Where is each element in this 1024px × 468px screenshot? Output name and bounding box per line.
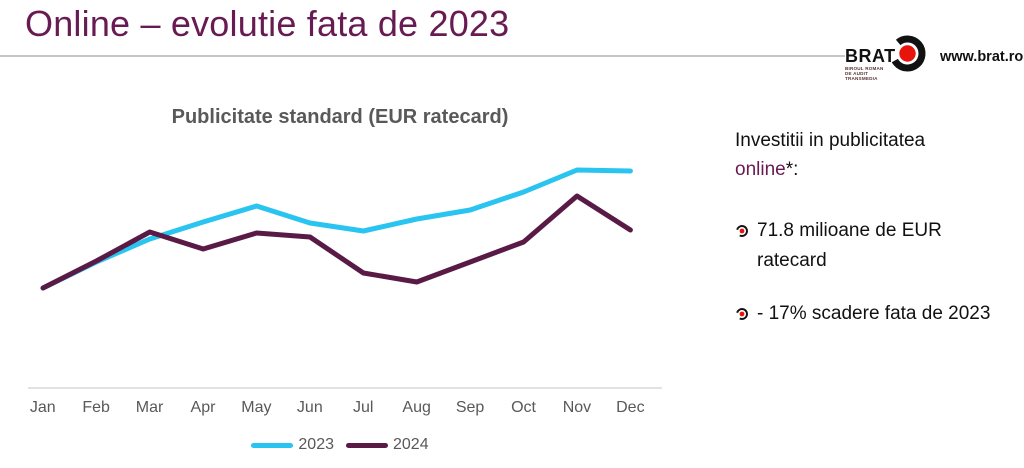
panel-heading-line2: online*: <box>735 155 1020 184</box>
x-axis-label: Jun <box>296 399 323 416</box>
x-axis-label: Apr <box>190 399 216 416</box>
brat-url: www.brat.ro <box>940 49 1024 65</box>
panel-heading-accent: online <box>735 159 786 180</box>
legend-item-2024: 2024 <box>346 436 429 454</box>
brat-logo-subtitle-line: BIROUL ROMAN <box>845 66 884 71</box>
panel-heading-suffix: *: <box>785 159 799 180</box>
bullet-list: 71.8 milioane de EUR ratecard - 17% scad… <box>735 216 1020 329</box>
right-panel: Investitii in publicitatea online*: 71.8… <box>735 126 1020 329</box>
brat-bullet-icon <box>736 225 748 237</box>
series-line-2024 <box>40 193 633 291</box>
brat-logo-wordmark: BRAT <box>845 46 896 66</box>
bullet-text: 71.8 milioane de EUR ratecard <box>757 216 942 276</box>
x-axis-label: Mar <box>135 399 164 416</box>
panel-heading: Investitii in publicitatea online*: <box>735 126 1020 184</box>
brat-logo-subtitle-line: DE AUDIT <box>845 71 869 77</box>
brat-bullet-icon <box>736 308 748 320</box>
chart-legend: 2023 2024 <box>10 436 670 454</box>
legend-item-2023: 2023 <box>251 436 334 454</box>
line-chart <box>28 167 662 389</box>
x-axis-label: Sep <box>455 399 485 416</box>
x-axis: Jan Feb Mar Apr May Jun Jul Aug Sep Oct Nov Dec <box>16 399 657 417</box>
bullet-text-line: ratecard <box>757 250 827 271</box>
x-axis-label: Oct <box>511 399 536 416</box>
x-axis-label: May <box>241 399 272 416</box>
x-axis-label: Feb <box>82 399 110 416</box>
legend-swatch-2024 <box>346 442 388 448</box>
x-axis-label: Dec <box>616 399 645 416</box>
x-axis-label: Jan <box>29 399 56 416</box>
panel-heading-line1: Investitii in publicitatea <box>735 130 926 151</box>
brat-ring-icon <box>889 35 926 72</box>
brat-logo-subtitle-line: TRANSMEDIA <box>845 76 878 82</box>
bullet-text-line: - 17% scadere fata de 2023 <box>757 303 991 324</box>
brat-logo-subtitle: BIROUL ROMAN DE AUDIT TRANSMEDIA <box>845 66 884 82</box>
x-axis-label: Aug <box>402 399 431 416</box>
bullet-item: 71.8 milioane de EUR ratecard <box>735 216 1020 276</box>
bullet-text: - 17% scadere fata de 2023 <box>757 299 990 329</box>
page-title: Online – evolutie fata de 2023 <box>25 3 510 44</box>
bullet-item: - 17% scadere fata de 2023 <box>735 299 1020 329</box>
legend-label-2024: 2024 <box>393 436 429 453</box>
x-axis-label: Jul <box>353 399 374 416</box>
legend-label-2023: 2023 <box>298 436 334 453</box>
chart-title: Publicitate standard (EUR ratecard) <box>171 106 509 128</box>
bullet-text-line: 71.8 milioane de EUR <box>757 220 942 241</box>
series-line-2023 <box>40 167 633 291</box>
brat-logo: BRAT BIROUL ROMAN DE AUDIT TRANSMEDIA ww… <box>845 22 1024 90</box>
x-axis-label: Nov <box>562 399 592 416</box>
title-divider <box>0 55 845 57</box>
legend-swatch-2023 <box>251 442 294 448</box>
